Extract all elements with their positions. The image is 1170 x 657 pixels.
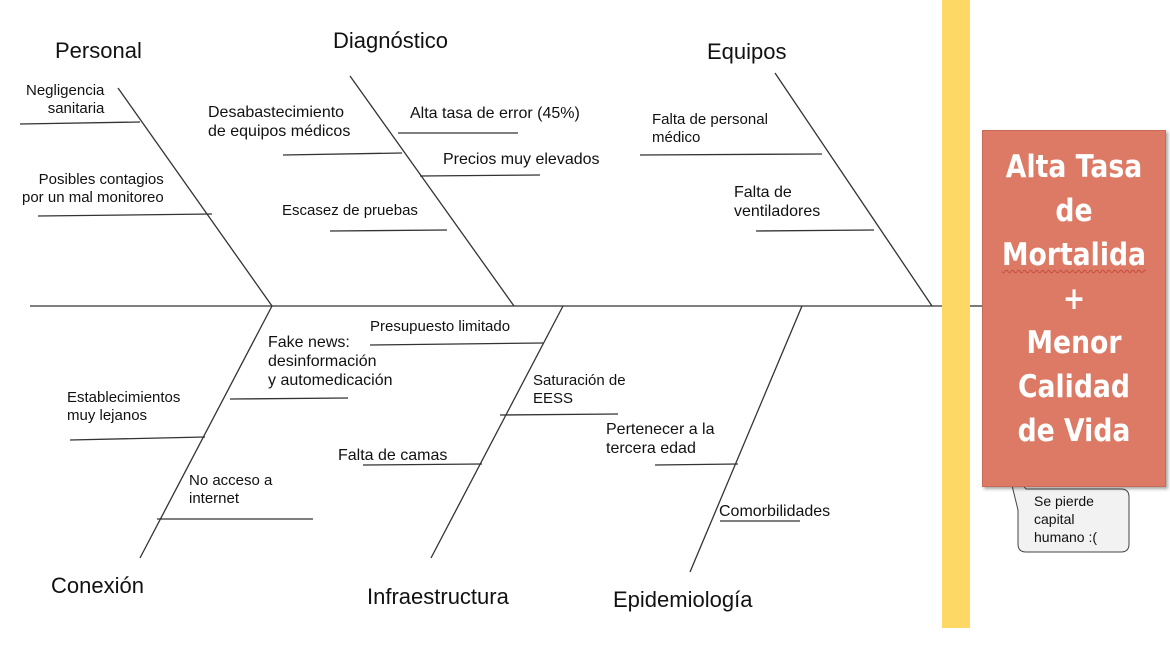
- cause-saturacion-eess: Saturación de EESS: [533, 372, 626, 407]
- rib-establecimientos: [69, 436, 206, 441]
- cause-tercera-edad: Pertenecer a la tercera edad: [606, 421, 715, 458]
- bone-conexion: [139, 305, 273, 559]
- effect-line-2: de: [1055, 193, 1093, 229]
- cause-falta-personal-medico: Falta de personal médico: [652, 111, 768, 146]
- effect-line-1: Alta Tasa: [1005, 149, 1143, 185]
- cause-fake-news: Fake news: desinformación y automedicaci…: [268, 334, 393, 390]
- rib-saturacion: [499, 413, 619, 416]
- cause-no-acceso-internet: No acceso a internet: [189, 472, 273, 507]
- rib-desabastecimiento: [282, 152, 403, 156]
- rib-ventiladores: [755, 229, 875, 232]
- cause-desabastecimiento: Desabastecimiento de equipos médicos: [208, 104, 351, 141]
- callout-text: Se pierde capital humano :(: [1034, 493, 1098, 546]
- bone-epidemiologia: [689, 305, 803, 573]
- category-epidemiologia: Epidemiología: [613, 587, 753, 612]
- effect-line-5: Menor: [1026, 325, 1122, 361]
- bone-infraestructura: [430, 305, 564, 559]
- cause-falta-ventiladores: Falta de ventiladores: [734, 184, 821, 221]
- cause-falta-camas: Falta de camas: [338, 447, 448, 464]
- head-bar: [942, 0, 970, 628]
- category-personal: Personal: [55, 38, 142, 63]
- rib-tercera-edad: [654, 463, 739, 466]
- category-equipos: Equipos: [707, 39, 787, 64]
- rib-contagios: [37, 213, 213, 217]
- rib-precios: [419, 174, 541, 177]
- effect-line-6: Calidad: [1017, 369, 1130, 405]
- effect-line-3-wrap: Mortalida: [996, 233, 1153, 277]
- bone-equipos: [774, 72, 933, 307]
- cause-establecimientos-lejanos: Establecimientos muy lejanos: [67, 389, 181, 424]
- category-conexion: Conexión: [51, 573, 144, 598]
- cause-escasez-pruebas: Escasez de pruebas: [282, 202, 418, 219]
- cause-negligencia: Negligencia sanitaria: [26, 82, 105, 117]
- rib-negligencia: [19, 121, 141, 125]
- callout-bubble: [1006, 464, 1130, 553]
- cause-presupuesto-limitado: Presupuesto limitado: [370, 318, 511, 335]
- bone-personal: [117, 87, 273, 307]
- effect-line-3: Mortalida: [1001, 237, 1147, 273]
- cause-alta-tasa-error: Alta tasa de error (45%): [410, 105, 580, 122]
- rib-personal-medico: [639, 153, 823, 156]
- effect-line-4: +: [1062, 281, 1086, 317]
- category-infraestructura: Infraestructura: [367, 584, 509, 609]
- rib-fake-news: [229, 397, 349, 400]
- rib-presupuesto: [369, 342, 544, 346]
- cause-precios: Precios muy elevados: [443, 151, 600, 168]
- rib-escasez: [329, 229, 448, 232]
- category-diagnostico: Diagnóstico: [333, 28, 448, 53]
- rib-camas: [362, 463, 483, 466]
- effect-line-7: de Vida: [1017, 413, 1131, 449]
- cause-contagios: Posibles contagios por un mal monitoreo: [22, 171, 164, 206]
- effect-text: Alta Tasa de Mortalida + Menor Calidad d…: [996, 145, 1153, 453]
- effect-box: Alta Tasa de Mortalida + Menor Calidad d…: [982, 130, 1166, 487]
- cause-comorbilidades: Comorbilidades: [719, 503, 831, 520]
- bone-diagnostico: [349, 75, 515, 307]
